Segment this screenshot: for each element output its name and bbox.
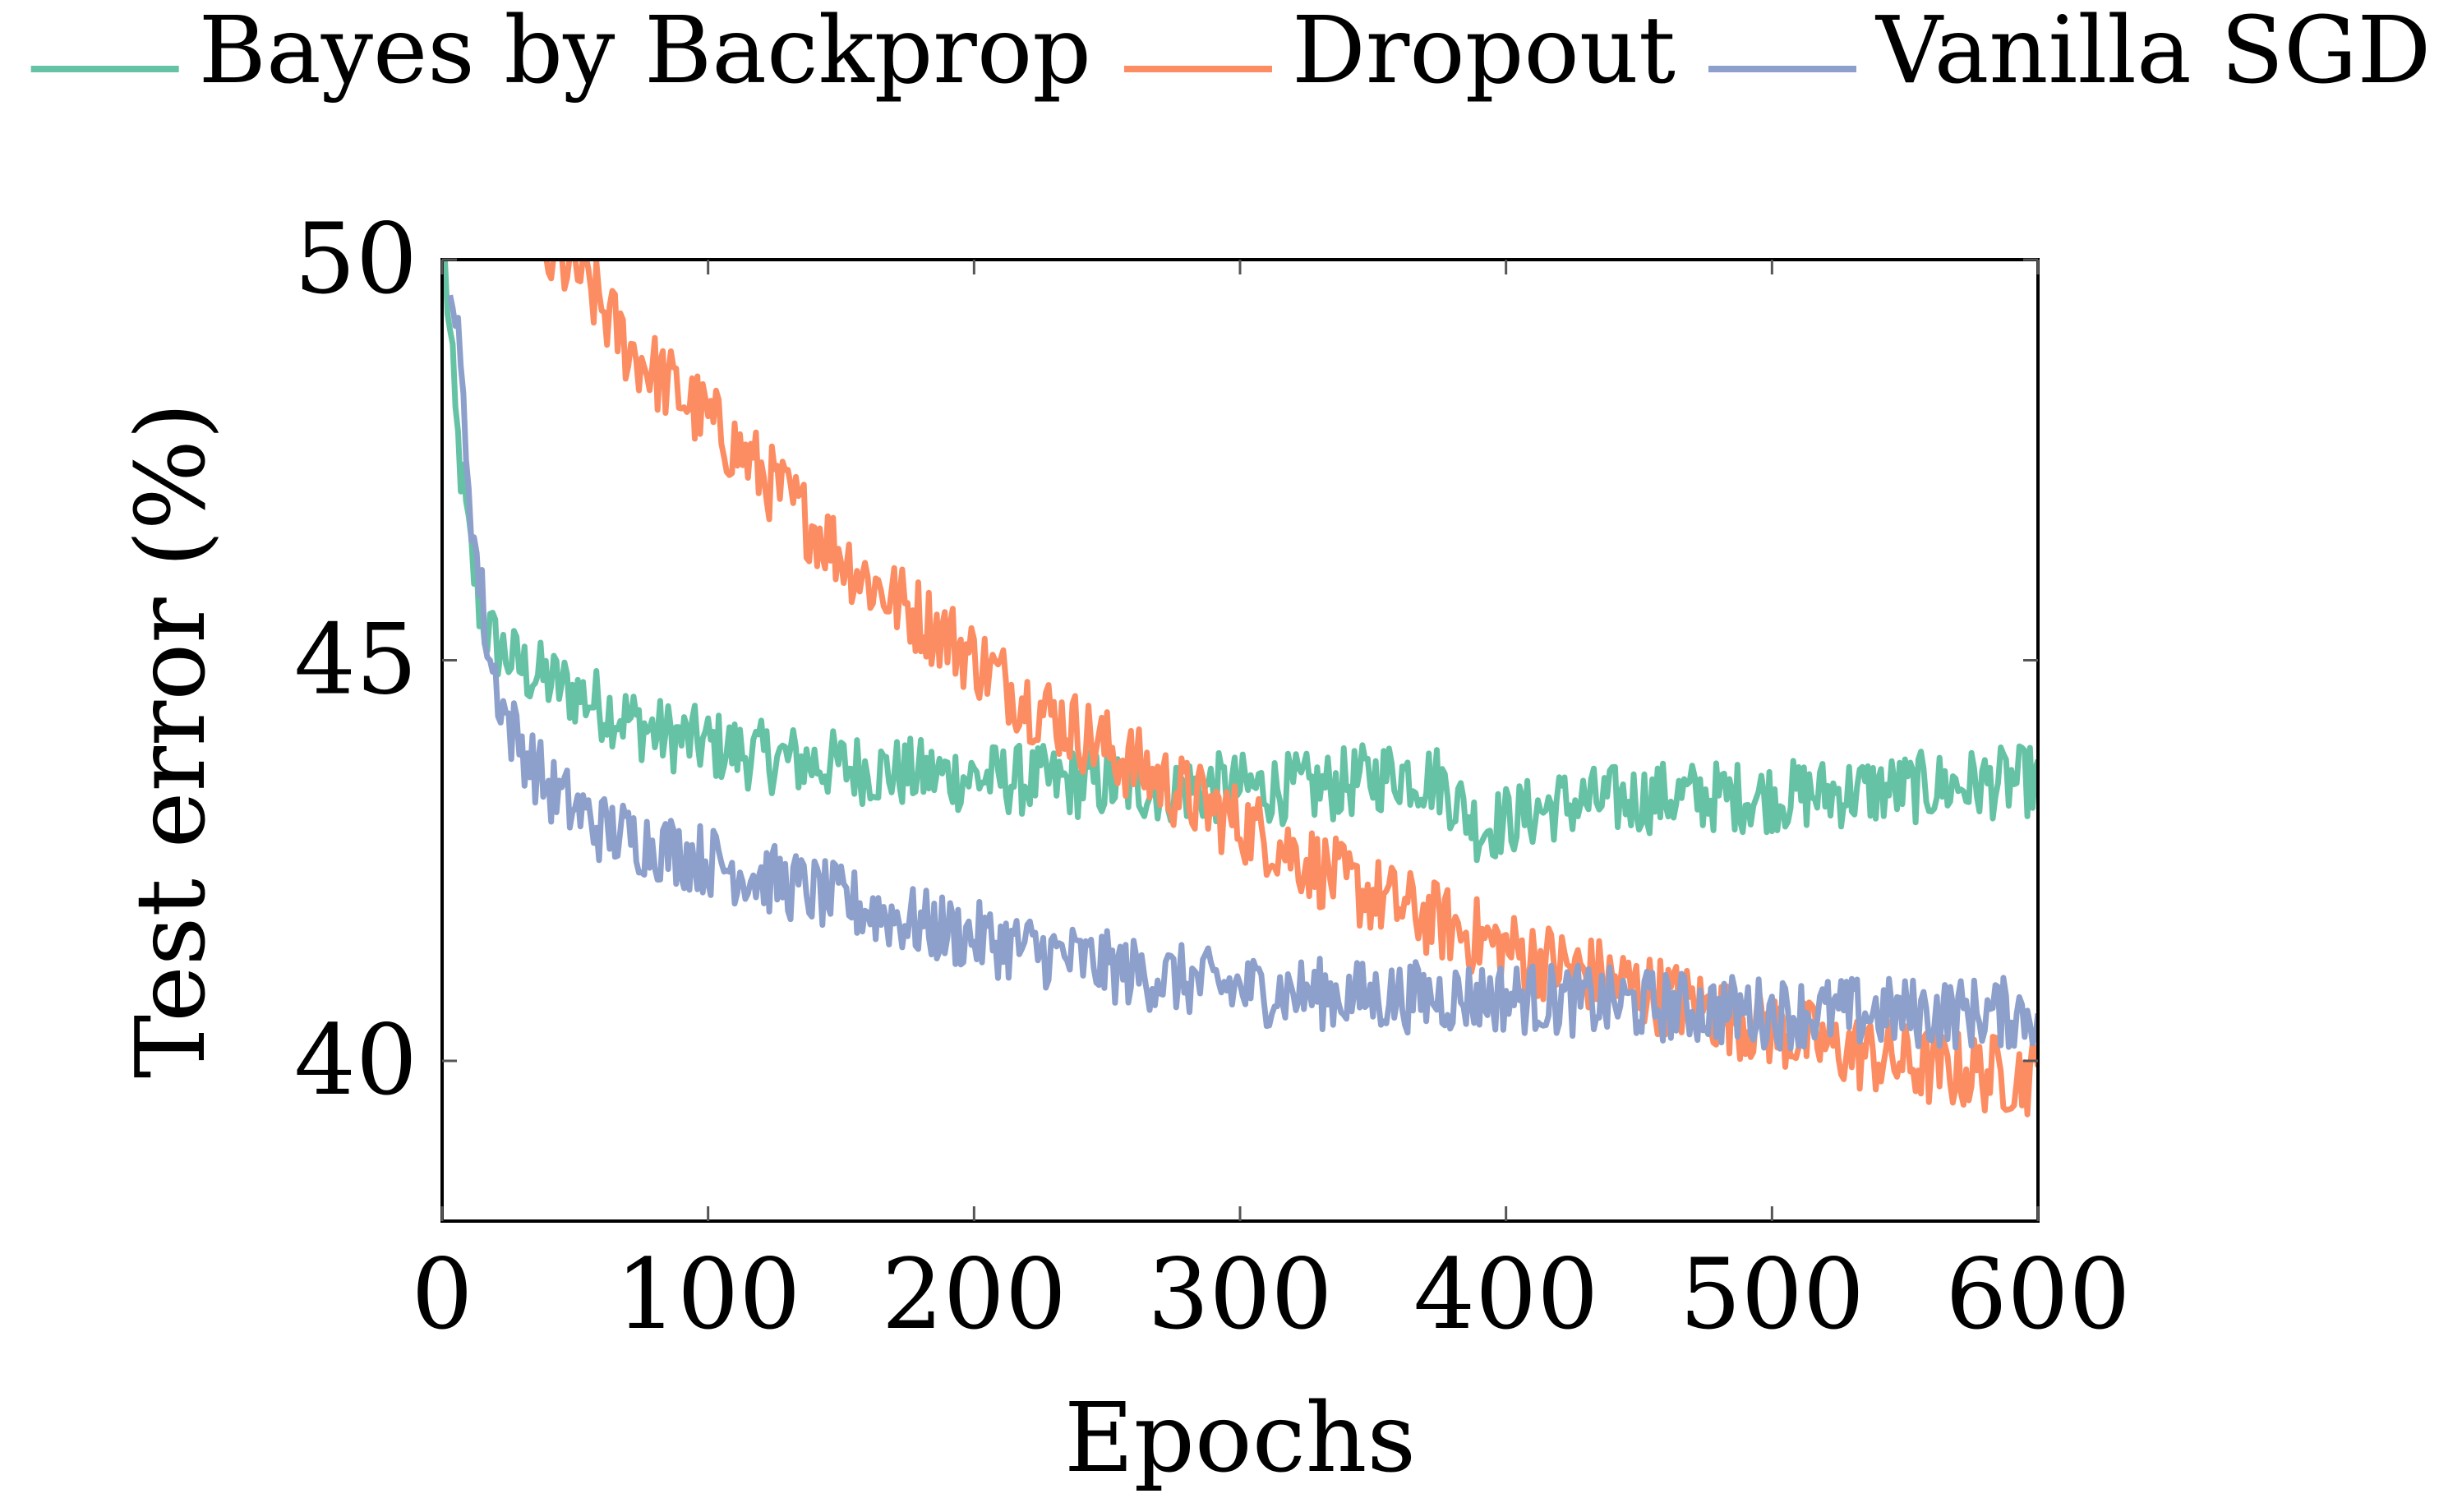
series-layer: [442, 260, 2038, 1118]
x-tick-label-1: 100: [616, 1238, 800, 1351]
y-tick-label-1: 45: [294, 603, 417, 717]
x-tick-label-5: 500: [1680, 1238, 1865, 1351]
x-tick-label-4: 400: [1413, 1238, 1598, 1351]
y-axis-title: Test error (%): [116, 403, 227, 1078]
legend-label-0: Bayes by Backprop: [199, 0, 1091, 104]
x-axis-title: Epochs: [1064, 1383, 1416, 1494]
x-tick-label-6: 600: [1945, 1238, 2130, 1351]
y-tick-label-2: 50: [294, 202, 417, 316]
series-line-0: [442, 260, 2038, 864]
legend-label-1: Dropout: [1292, 0, 1676, 104]
x-tick-label-3: 300: [1147, 1238, 1332, 1351]
legend-label-2: Vanilla SGD: [1874, 0, 2431, 104]
tick-marks: [440, 258, 2040, 1221]
x-tick-label-2: 200: [882, 1238, 1067, 1351]
x-tick-labels: 0 100 200 300 400 500 600: [411, 1238, 2130, 1351]
y-tick-labels: 40 45 50: [294, 202, 417, 1117]
legend: Bayes by Backprop Dropout Vanilla SGD: [30, 0, 2431, 104]
y-tick-label-0: 40: [294, 1003, 417, 1117]
series-line-2: [447, 294, 2038, 1052]
x-tick-label-0: 0: [411, 1238, 473, 1351]
